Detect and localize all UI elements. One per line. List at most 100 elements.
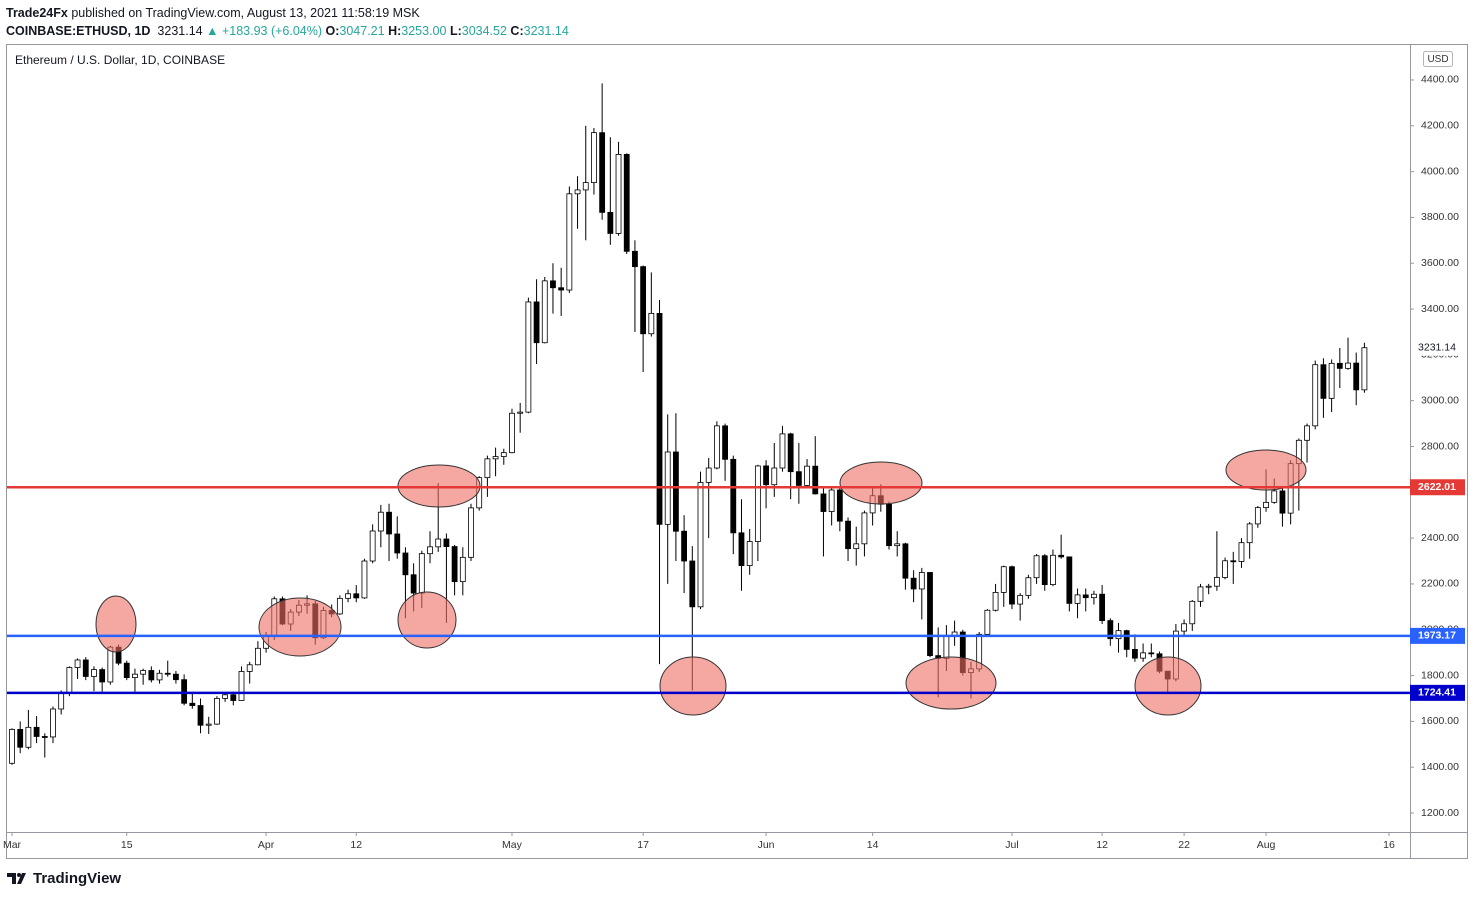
candle-body [697,482,704,608]
candle-body [1345,362,1351,369]
candle-body [1009,566,1015,605]
x-tick-label: 15 [121,839,133,851]
candle-body [763,465,769,486]
y-tick-label: 2800.00 [1421,440,1459,452]
candle-body [517,411,524,414]
candle-body [222,694,229,699]
candle-body [173,673,179,681]
candle-body [713,425,720,469]
symbol: COINBASE:ETHUSD, 1D [6,24,151,38]
candle-body [1230,560,1237,563]
candle-body [1058,554,1065,558]
candle-body [1238,542,1245,562]
highlight [397,591,457,649]
author: Trade24Fx [6,6,68,20]
candle-body [1025,577,1032,596]
candle-body [861,512,868,545]
candle-body [1148,652,1155,655]
candle-body [1271,490,1278,503]
candle-body [181,679,188,704]
candle-body [894,543,901,547]
candle-body [1189,600,1196,625]
candle-body [1033,555,1040,579]
candle-body [730,458,737,534]
candle-body [58,692,65,710]
candle-body [1091,593,1097,599]
candle-body [33,726,40,737]
candle-body [214,698,220,725]
candle-body [50,708,56,738]
candle-body [853,543,860,550]
candle-body [353,593,360,599]
y-tick-label: 1200.00 [1421,807,1459,819]
candle-body [656,312,663,525]
x-tick-label: 12 [350,839,362,851]
highlight [1134,656,1202,716]
candle-body [525,301,532,413]
ohlc-value: 3034.52 [461,24,507,38]
highlight [258,597,342,657]
candle-body [910,577,917,590]
candle-body [599,132,606,213]
highlight [905,656,997,710]
candle-body [230,694,237,701]
candle-body [591,132,597,183]
candle-body [722,425,728,460]
candle-body [820,493,827,512]
candle-body [1041,555,1048,586]
candle-body [566,193,573,291]
candle-body [902,543,909,579]
candle-body [66,667,73,694]
last-price: 3231.14 [157,24,203,38]
candle-body [1205,585,1212,588]
candle-body [123,662,130,679]
ohlc-value: 3231.14 [523,24,569,38]
logo: TradingView [7,870,121,887]
candle-body [377,511,384,532]
level-tag-label: 2622.01 [1418,481,1456,493]
candle-body [91,669,97,677]
y-tick-label: 3800.00 [1421,211,1459,223]
candle-body [1140,652,1147,659]
y-tick-label: 1600.00 [1421,715,1459,727]
candle-body [1328,362,1335,399]
highlight [1225,449,1307,491]
candle-body [361,560,368,599]
candle-body [541,280,548,344]
ohlc-label: L: [449,24,462,38]
x-tick-label: 17 [637,839,649,851]
candle-body [582,182,589,191]
currency-box [1423,51,1453,67]
y-tick-label: 4400.00 [1421,74,1459,86]
candle-body [738,532,745,566]
candle-body [410,574,417,594]
candle-body [845,520,851,550]
candle-body [492,456,499,460]
candle-body [1353,362,1360,391]
currency: USD [1427,54,1448,65]
level-tag-label: 1973.17 [1418,630,1456,642]
candle-body [238,671,245,701]
candle-body [992,591,999,611]
candle-body [1213,577,1220,587]
x-tick-label: 16 [1383,839,1395,851]
candle-body [1123,630,1130,650]
x-tick-label: 22 [1178,839,1190,851]
candle-body [746,541,753,566]
candle-body [689,560,696,608]
level-tag [1410,479,1465,496]
candle-body [812,465,819,495]
y-tick-label: 3600.00 [1421,257,1459,269]
candle-body [1082,594,1089,599]
y-tick-label: 4000.00 [1421,165,1459,177]
candle-body [771,467,778,486]
candle-body [836,489,843,522]
candle-body [1320,364,1327,399]
candle-body [402,552,409,576]
candle-body [574,189,581,195]
candle-body [1074,594,1081,604]
candle-body [1361,347,1368,391]
y-tick-label: 3000.00 [1421,394,1459,406]
highlights [95,449,1307,716]
candle-body [984,609,991,635]
